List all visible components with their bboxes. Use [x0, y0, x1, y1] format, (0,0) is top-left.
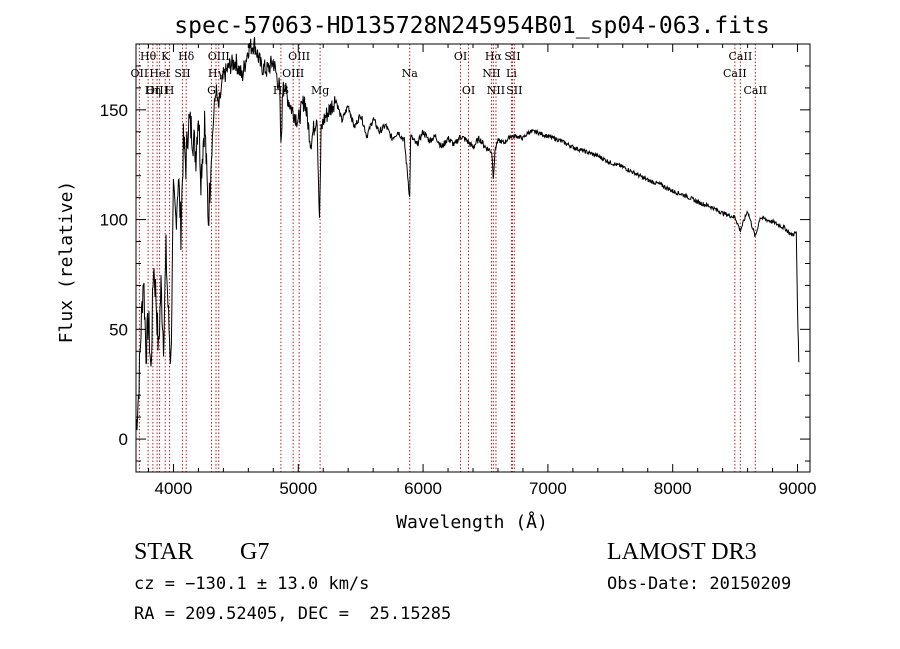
coordinates: RA = 209.52405, DEC = 25.15285: [134, 604, 452, 624]
survey-name: LAMOST DR3: [607, 539, 757, 565]
redshift-velocity: cz = −130.1 ± 13.0 km/s: [134, 574, 370, 594]
line-marker-label-21: NII: [482, 67, 500, 80]
line-marker-label-2: OIII: [146, 84, 168, 97]
chart-title: spec-57063-HD135728N245954B01_sp04-063.f…: [174, 13, 769, 39]
object-class: STAR: [134, 539, 194, 565]
line-marker-label-11: G: [207, 84, 216, 97]
y-tick-label-0: 0: [119, 430, 128, 449]
line-marker-label-26: CaII: [723, 67, 747, 80]
x-tick-label-5: 9000: [779, 479, 817, 498]
line-marker-label-17: OI: [454, 50, 467, 63]
line-marker-label-10: Hγ: [208, 67, 225, 80]
subclass: G7: [240, 539, 270, 565]
line-marker-label-12: OIII: [288, 50, 310, 63]
line-marker-label-8: SII: [174, 67, 190, 80]
y-tick-label-3: 150: [100, 101, 128, 120]
line-marker-label-4: HeI: [149, 67, 169, 80]
line-marker-label-18: OI: [462, 84, 475, 97]
y-axis-label: Flux (relative): [56, 181, 77, 344]
y-tick-label-1: 50: [109, 320, 128, 339]
line-marker-label-20: SII: [504, 50, 520, 63]
x-tick-label-3: 7000: [529, 479, 567, 498]
line-marker-label-23: NII: [487, 84, 505, 97]
observation-date: Obs-Date: 20150209: [607, 574, 792, 594]
line-marker-label-6: H: [165, 84, 175, 97]
line-marker-label-13: OIII: [282, 67, 304, 80]
line-marker-label-16: Na: [402, 67, 419, 80]
x-tick-label-4: 8000: [654, 479, 692, 498]
line-marker-label-25: CaII: [729, 50, 753, 63]
x-tick-label-2: 6000: [404, 479, 442, 498]
x-axis-label: Wavelength (Å): [396, 511, 548, 533]
plot-frame: [135, 43, 811, 473]
line-marker-label-15: Mg: [311, 84, 329, 97]
x-tick-label-0: 4000: [155, 479, 193, 498]
line-marker-label-5: Hη: [145, 84, 161, 97]
line-marker-label-0: Hθ: [140, 50, 157, 63]
line-marker-label-19: Hα: [485, 50, 503, 63]
line-marker-label-9: OIII: [208, 50, 230, 63]
line-marker-label-24: SII: [506, 84, 522, 97]
line-marker-label-27: CaII: [743, 84, 767, 97]
line-marker-label-7: Hδ: [178, 50, 195, 63]
y-tick-label-2: 100: [100, 211, 128, 230]
spectrum-line: [135, 37, 800, 431]
line-marker-label-3: K: [161, 50, 170, 63]
line-marker-label-14: Hβ: [273, 84, 289, 97]
x-tick-label-1: 5000: [279, 479, 317, 498]
line-marker-label-1: OII: [131, 67, 149, 80]
line-marker-label-22: Li: [506, 67, 517, 80]
